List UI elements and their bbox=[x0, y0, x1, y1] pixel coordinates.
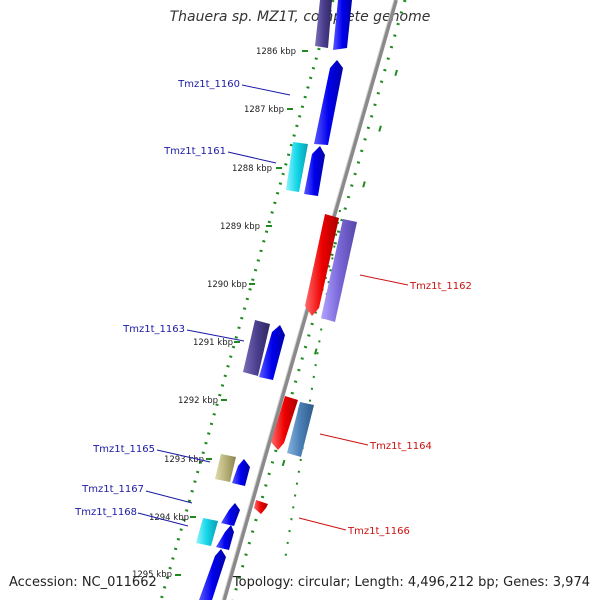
cds-forward-arrow[interactable] bbox=[199, 549, 226, 600]
label-leader bbox=[186, 329, 245, 342]
cog-track-guide bbox=[284, 209, 341, 561]
label-leader bbox=[241, 84, 291, 96]
tick-label: 1289 kbp bbox=[220, 222, 260, 232]
cds-forward-arrow[interactable] bbox=[314, 60, 343, 145]
forward-features bbox=[196, 0, 352, 600]
cds-forward-arrow[interactable] bbox=[259, 325, 285, 380]
cds-forward-arrow[interactable] bbox=[232, 459, 250, 486]
accession-text: Accession: NC_011662 bbox=[9, 575, 157, 590]
gene-label-tmz1t-1166[interactable]: Tmz1t_1166 bbox=[347, 526, 410, 537]
genome-summary-text: Topology: circular; Length: 4,496,212 bp… bbox=[232, 575, 590, 590]
map-title: Thauera sp. MZ1T, complete genome bbox=[169, 9, 431, 25]
gene-label-tmz1t-1161[interactable]: Tmz1t_1161 bbox=[163, 146, 226, 157]
gene-label-tmz1t-1162[interactable]: Tmz1t_1162 bbox=[409, 281, 472, 292]
cds-forward-arrow[interactable] bbox=[304, 146, 325, 196]
label-leader bbox=[156, 449, 211, 463]
tick-ruler: 1286 kbp 1287 kbp 1288 kbp 1289 kbp 1290… bbox=[132, 47, 308, 580]
label-leader bbox=[145, 490, 193, 504]
cog-feature-cyan[interactable] bbox=[196, 518, 218, 546]
tick-label: 1286 kbp bbox=[256, 47, 296, 57]
tick-label: 1292 kbp bbox=[178, 396, 218, 406]
tick-label: 1291 kbp bbox=[193, 338, 233, 348]
tick-label: 1293 kbp bbox=[164, 455, 204, 465]
gene-labels: Tmz1t_1160 Tmz1t_1161 Tmz1t_1162 Tmz1t_1… bbox=[74, 79, 472, 537]
cds-reverse-arrow[interactable] bbox=[305, 214, 339, 316]
gene-label-tmz1t-1165[interactable]: Tmz1t_1165 bbox=[92, 444, 155, 455]
cds-forward-arrow[interactable] bbox=[333, 0, 352, 50]
label-leader bbox=[298, 517, 347, 531]
label-leader bbox=[227, 151, 277, 164]
tick-label: 1287 kbp bbox=[244, 105, 284, 115]
cog-feature-light-purple[interactable] bbox=[321, 219, 357, 322]
cds-forward-arrow[interactable] bbox=[221, 503, 240, 526]
forward-tick-track bbox=[159, 0, 335, 600]
cog-feature-dark-purple[interactable] bbox=[315, 0, 332, 48]
label-leader bbox=[137, 512, 189, 527]
cog-feature-khaki[interactable] bbox=[215, 454, 236, 482]
reverse-features bbox=[254, 214, 357, 514]
tick-label: 1290 kbp bbox=[207, 280, 247, 290]
label-leader bbox=[359, 274, 409, 286]
cds-reverse-arrow[interactable] bbox=[271, 396, 298, 450]
gene-label-tmz1t-1164[interactable]: Tmz1t_1164 bbox=[369, 441, 432, 452]
gene-label-tmz1t-1163[interactable]: Tmz1t_1163 bbox=[122, 324, 185, 335]
gene-label-tmz1t-1168[interactable]: Tmz1t_1168 bbox=[74, 507, 137, 518]
tick-label: 1295 kbp bbox=[132, 570, 172, 580]
tick-label: 1288 kbp bbox=[232, 164, 272, 174]
cog-feature-dark-purple[interactable] bbox=[243, 320, 270, 376]
tick-label: 1294 kbp bbox=[149, 513, 189, 523]
gene-label-tmz1t-1160[interactable]: Tmz1t_1160 bbox=[177, 79, 240, 90]
cog-feature-steel-blue[interactable] bbox=[287, 402, 314, 457]
cds-forward-arrow[interactable] bbox=[216, 525, 234, 550]
cds-reverse-arrow[interactable] bbox=[254, 500, 268, 514]
gene-label-tmz1t-1167[interactable]: Tmz1t_1167 bbox=[81, 484, 144, 495]
cog-feature-cyan[interactable] bbox=[286, 142, 308, 192]
label-leader bbox=[319, 433, 369, 446]
